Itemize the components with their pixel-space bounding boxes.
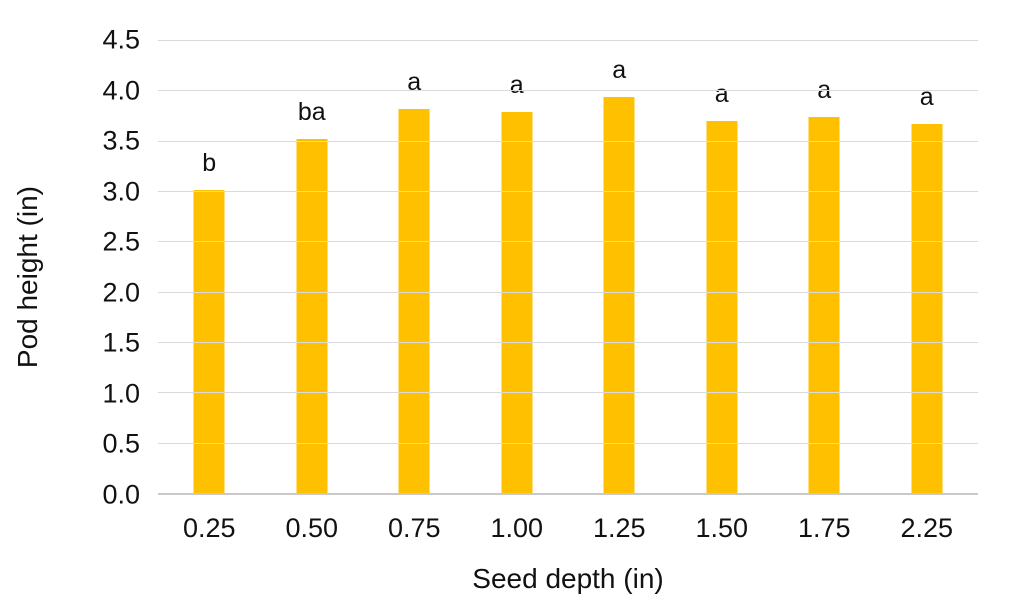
significance-letter: a — [509, 71, 524, 100]
bar — [398, 109, 430, 493]
significance-letter: a — [714, 79, 729, 108]
bar — [501, 112, 533, 493]
x-tick-label: 1.00 — [490, 513, 544, 543]
bar-slot: a — [466, 40, 569, 493]
gridline — [158, 241, 978, 243]
bar-slot: a — [363, 40, 466, 493]
x-tick-label: 0.25 — [182, 513, 236, 543]
y-tick-label: 0.5 — [102, 428, 140, 459]
gridline — [158, 392, 978, 394]
bar — [193, 190, 225, 493]
x-tick-label: 1.25 — [592, 513, 646, 543]
y-tick-label: 3.0 — [102, 176, 140, 207]
significance-letter: ba — [297, 97, 326, 126]
x-tick-label: 2.25 — [900, 513, 954, 543]
x-tick-label: 1.75 — [797, 513, 851, 543]
x-tick-label: 1.50 — [695, 513, 749, 543]
gridline — [158, 291, 978, 293]
y-tick-label: 0.0 — [102, 479, 140, 510]
bar — [603, 97, 635, 493]
bar-slot: ba — [261, 40, 364, 493]
bar — [296, 138, 328, 493]
significance-letter: a — [612, 56, 627, 85]
significance-letter: a — [407, 68, 422, 97]
y-tick-label: 1.5 — [102, 327, 140, 358]
bar-slot: a — [773, 40, 876, 493]
y-tick-label: 1.0 — [102, 378, 140, 409]
y-tick-label: 2.0 — [102, 277, 140, 308]
gridline — [158, 442, 978, 444]
significance-letter: a — [919, 82, 934, 111]
bar-slot: a — [671, 40, 774, 493]
bar — [808, 116, 840, 493]
y-tick-label: 2.5 — [102, 226, 140, 257]
gridline — [158, 90, 978, 92]
bars: b ba a a a a a a — [158, 40, 978, 493]
x-tick-label: 0.75 — [387, 513, 441, 543]
bar — [706, 120, 738, 493]
bar-slot: a — [876, 40, 979, 493]
y-axis-ticks: 0.0 0.5 1.0 1.5 2.0 2.5 3.0 3.5 4.0 4.5 — [0, 26, 140, 508]
y-tick-label: 4.5 — [102, 24, 140, 55]
gridline — [158, 40, 978, 41]
gridline — [158, 190, 978, 192]
x-tick-label: 0.50 — [285, 513, 339, 543]
plot-area: b ba a a a a a a — [158, 40, 978, 495]
gridline — [158, 341, 978, 343]
bar-slot: a — [568, 40, 671, 493]
bar — [911, 123, 943, 493]
gridline — [158, 140, 978, 142]
y-tick-label: 4.0 — [102, 75, 140, 106]
bar-slot: b — [158, 40, 261, 493]
x-axis-labels: 0.25 0.50 0.75 1.00 1.25 1.50 1.75 2.25 — [158, 512, 978, 544]
significance-letter: a — [817, 77, 831, 103]
significance-letter: b — [202, 149, 217, 177]
x-axis-title: Seed depth (in) — [472, 563, 664, 594]
y-tick-label: 3.5 — [102, 125, 140, 156]
